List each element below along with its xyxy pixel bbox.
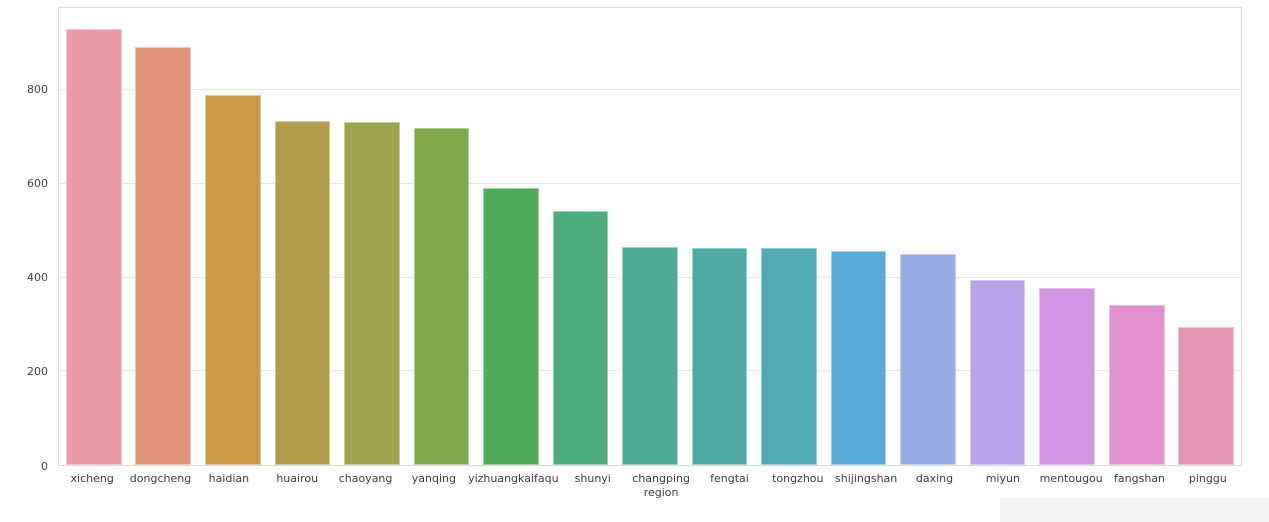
bar-slot-tongzhou: [754, 8, 824, 465]
x-tick-haidian: haidian: [195, 472, 263, 499]
bar-miyun: [969, 280, 1026, 465]
bar-yanqing: [413, 128, 470, 465]
bar-slot-changping-region: [615, 8, 685, 465]
x-tick-label: shunyi: [574, 472, 611, 485]
bar-chaoyang: [344, 122, 400, 465]
x-tick-tongzhou: tongzhou: [764, 472, 832, 499]
bar-slot-huairou: [268, 8, 338, 465]
bar-xicheng: [65, 29, 122, 465]
x-tick-label: changping region: [632, 472, 690, 499]
bar-slot-mentougou: [1032, 8, 1102, 465]
x-tick-shunyi: shunyi: [559, 472, 627, 499]
x-tick-label: yizhuangkaifaqu: [468, 472, 559, 485]
bar-slot-pinggu: [1172, 8, 1242, 465]
x-tick-label: tongzhou: [772, 472, 824, 485]
bar-yizhuangkaifaqu: [483, 187, 539, 465]
bar-fangshan: [1108, 305, 1165, 465]
x-tick-label: pinggu: [1188, 472, 1227, 485]
x-tick-changping-region: changping region: [627, 472, 695, 499]
x-tick-shijingshan: shijingshan: [832, 472, 900, 499]
x-tick-mentougou: mentougou: [1037, 472, 1105, 499]
page-background-corner: [1000, 498, 1269, 522]
y-tick-label-800: 800: [27, 82, 48, 96]
x-tick-label: haidian: [208, 472, 250, 485]
bar-slot-fengtai: [685, 8, 755, 465]
x-tick-label: dongcheng: [129, 472, 192, 485]
bar-slot-shunyi: [546, 8, 616, 465]
gridline-800: [59, 89, 1241, 91]
bar-slot-haidian: [198, 8, 268, 465]
bar-fengtai: [691, 247, 748, 465]
x-tick-label: shijingshan: [835, 472, 898, 485]
bar-slot-yizhuangkaifaqu: [476, 8, 546, 465]
x-tick-miyun: miyun: [969, 472, 1037, 499]
bar-huairou: [274, 120, 331, 465]
x-axis-tick-labels: xicheng dongcheng haidian huairou chaoyang ya…: [58, 472, 1242, 499]
x-tick-label: fangshan: [1114, 472, 1165, 485]
plot-area: [58, 7, 1242, 466]
x-tick-chaoyang: chaoyang: [331, 472, 399, 499]
bar-shunyi: [552, 211, 609, 465]
bar-dongcheng: [135, 46, 192, 465]
bar-slot-dongcheng: [129, 8, 199, 465]
x-tick-label: yanqing: [411, 472, 456, 485]
bar-slot-daxing: [893, 8, 963, 465]
y-tick-label-200: 200: [27, 365, 48, 379]
bar-slot-shijingshan: [824, 8, 894, 465]
y-tick-label-600: 600: [27, 177, 48, 191]
bar-mentougou: [1039, 287, 1096, 465]
bar-slot-yanqing: [407, 8, 477, 465]
x-tick-dongcheng: dongcheng: [126, 472, 194, 499]
gridline-600: [59, 182, 1241, 184]
bars-container: [59, 8, 1241, 465]
bar-haidian: [205, 94, 261, 465]
y-tick-label-400: 400: [27, 271, 48, 285]
x-tick-fangshan: fangshan: [1105, 472, 1173, 499]
x-tick-label: xicheng: [70, 472, 114, 485]
x-tick-pinggu: pinggu: [1174, 472, 1242, 499]
bar-shijingshan: [830, 251, 887, 465]
x-tick-label: fengtai: [710, 472, 749, 485]
x-tick-daxing: daxing: [900, 472, 968, 499]
x-tick-yanqing: yanqing: [400, 472, 468, 499]
bar-changping-region: [622, 246, 678, 465]
x-tick-label: miyun: [985, 472, 1020, 485]
x-tick-fengtai: fengtai: [695, 472, 763, 499]
bar-tongzhou: [761, 247, 817, 465]
x-tick-xicheng: xicheng: [58, 472, 126, 499]
x-tick-huairou: huairou: [263, 472, 331, 499]
bar-slot-fangshan: [1102, 8, 1172, 465]
x-tick-yizhuangkaifaqu: yizhuangkaifaqu: [468, 472, 559, 499]
x-tick-label: daxing: [915, 472, 954, 485]
bar-slot-xicheng: [59, 8, 129, 465]
bar-pinggu: [1178, 326, 1235, 465]
bar-slot-chaoyang: [337, 8, 407, 465]
x-tick-label: mentougou: [1039, 472, 1103, 485]
x-tick-label: huairou: [276, 472, 319, 485]
bar-daxing: [900, 254, 956, 465]
y-tick-label-0: 0: [41, 459, 48, 473]
bar-slot-miyun: [963, 8, 1033, 465]
x-tick-label: chaoyang: [338, 472, 393, 485]
